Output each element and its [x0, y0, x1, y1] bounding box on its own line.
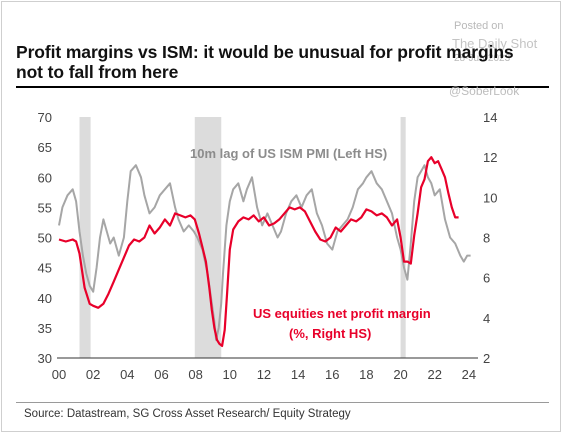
y-left-tick-label: 55 [38, 200, 52, 215]
y-left-tick-label: 45 [38, 261, 52, 276]
recession-shading [79, 117, 406, 358]
x-tick-label: 12 [257, 367, 271, 382]
x-tick-label: 06 [154, 367, 168, 382]
watermark-brand: The Daily Shot [452, 36, 538, 51]
y-right-tick-label: 12 [483, 150, 497, 165]
recession-band-2 [400, 117, 406, 358]
x-tick-label: 24 [462, 367, 476, 382]
y-left-tick-label: 30 [38, 351, 52, 366]
x-tick-label: 02 [86, 367, 100, 382]
series [58, 156, 471, 347]
x-tick-label: 22 [427, 367, 441, 382]
x-tick-label: 00 [52, 367, 66, 382]
x-tick-label: 18 [359, 367, 373, 382]
watermark-handle: @SoberLook [449, 84, 520, 98]
y-left-tick-label: 35 [38, 321, 52, 336]
watermark-date: 28-Jun-2023 [454, 53, 511, 64]
margin-annotation-line1: US equities net profit margin [253, 306, 431, 321]
source-note: Source: Datastream, SG Cross Asset Resea… [24, 408, 351, 420]
y-right-tick-label: 4 [483, 311, 490, 326]
profit-margin-series-line [58, 156, 459, 347]
y-left-tick-label: 65 [38, 140, 52, 155]
y-left-tick-label: 60 [38, 170, 52, 185]
recession-band-0 [79, 117, 91, 358]
y-left-tick-label: 70 [38, 110, 52, 125]
y-right-tick-label: 14 [483, 110, 497, 125]
watermark-posted: Posted on [454, 20, 504, 32]
y-right-tick-label: 8 [483, 231, 490, 246]
x-tick-label: 10 [223, 367, 237, 382]
x-tick-label: 08 [188, 367, 202, 382]
margin-annotation-line2: (%, Right HS) [289, 326, 371, 341]
x-tick-label: 20 [393, 367, 407, 382]
ism-annotation: 10m lag of US ISM PMI (Left HS) [190, 146, 387, 161]
chart-title: Profit margins vs ISM: it would be unusu… [16, 42, 514, 82]
x-tick-label: 16 [325, 367, 339, 382]
title-rule [16, 86, 549, 88]
source-rule [16, 402, 549, 403]
y-right-tick-label: 2 [483, 351, 490, 366]
ism-series-line [58, 164, 471, 341]
y-right-tick-label: 6 [483, 271, 490, 286]
y-left-tick-label: 40 [38, 291, 52, 306]
x-tick-label: 04 [120, 367, 134, 382]
y-left-tick-label: 50 [38, 231, 52, 246]
y-right-tick-label: 10 [483, 190, 497, 205]
x-tick-label: 14 [291, 367, 305, 382]
